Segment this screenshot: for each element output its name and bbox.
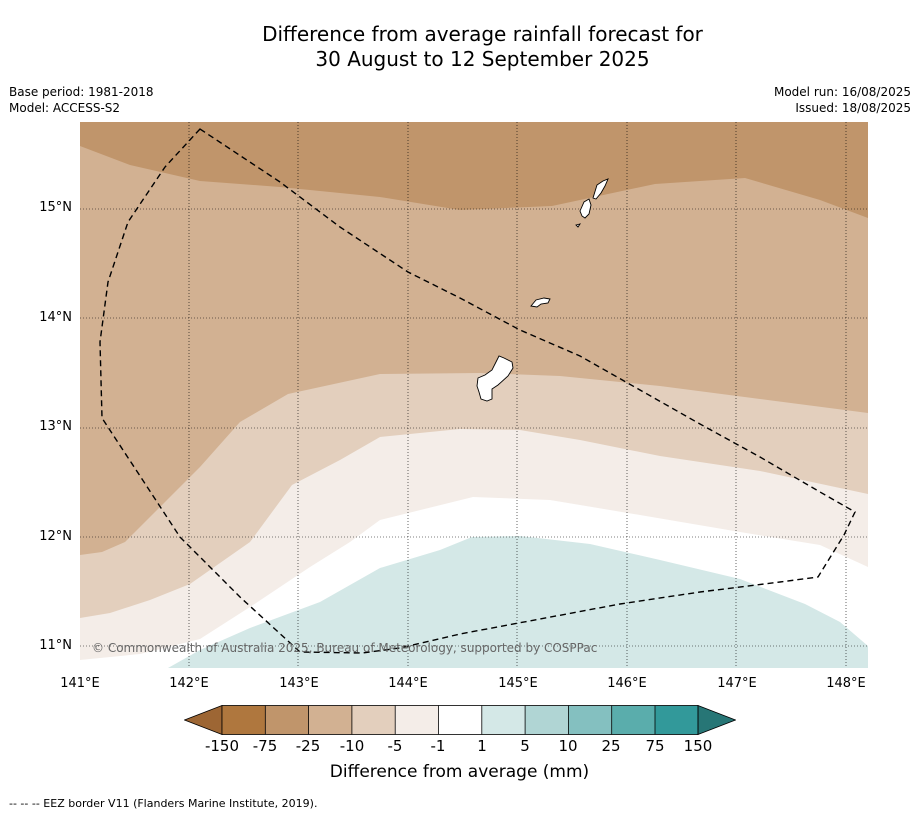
island-aguijan — [575, 223, 582, 228]
eez-border — [99, 128, 856, 654]
title-line-2: 30 August to 12 September 2025 — [315, 47, 650, 71]
lon-label-141e: 141°E — [60, 676, 100, 691]
map-svg — [80, 122, 868, 668]
colorbar-tick: -150 — [204, 737, 240, 755]
lon-label-143e: 143°E — [279, 676, 319, 691]
meta-left: Base period: 1981-2018 Model: ACCESS-S2 — [9, 84, 154, 116]
colorbar-tick: -10 — [339, 737, 365, 755]
rainfall-map: © Commonwealth of Australia 2025, Bureau… — [80, 122, 868, 668]
meta-right: Model run: 16/08/2025 Issued: 18/08/2025 — [774, 84, 911, 116]
colorbar-tick: -25 — [295, 737, 321, 755]
lat-label-13n: 13°N — [39, 419, 72, 434]
colorbar-segment-9 — [568, 705, 612, 735]
islands — [476, 178, 609, 402]
colorbar — [184, 705, 736, 735]
island-guam — [476, 355, 514, 402]
band-m75 — [80, 122, 868, 218]
colorbar-segment-5 — [395, 705, 439, 735]
island-tinian — [579, 198, 592, 219]
colorbar-tick: -75 — [252, 737, 278, 755]
chart-title: Difference from average rainfall forecas… — [0, 22, 919, 72]
island-saipan — [592, 178, 609, 200]
colorbar-tick: -1 — [430, 737, 446, 755]
title-line-1: Difference from average rainfall forecas… — [262, 22, 703, 46]
colorbar-tick: 10 — [558, 737, 578, 755]
lon-label-144e: 144°E — [388, 676, 428, 691]
colorbar-segment-7 — [481, 705, 526, 735]
base-period: Base period: 1981-2018 — [9, 85, 154, 99]
model-run: Model run: 16/08/2025 — [773, 85, 911, 99]
lat-label-14n: 14°N — [39, 310, 72, 325]
colorbar-tick: 1 — [477, 737, 487, 755]
colorbar-segment-11 — [655, 705, 698, 735]
copyright-notice: © Commonwealth of Australia 2025, Bureau… — [92, 641, 598, 655]
eez-footnote: -- -- -- EEZ border V11 (Flanders Marine… — [9, 797, 318, 810]
colorbar-tick: 150 — [683, 737, 713, 755]
lon-label-147e: 147°E — [717, 676, 757, 691]
issued-date: Issued: 18/08/2025 — [795, 101, 911, 115]
band-p1 — [168, 536, 868, 668]
colorbar-segment-3 — [308, 705, 352, 735]
lat-label-11n: 11°N — [39, 638, 72, 653]
colorbar-tick: -5 — [387, 737, 403, 755]
island-rota — [530, 297, 551, 308]
colorbar-segment-10 — [611, 705, 655, 735]
colorbar-label: Difference from average (mm) — [329, 762, 590, 782]
colorbar-segment-8 — [525, 705, 569, 735]
lon-label-145e: 145°E — [498, 676, 538, 691]
lat-label-12n: 12°N — [39, 529, 72, 544]
colorbar-segment-4 — [351, 705, 396, 735]
colorbar-segment-6 — [438, 705, 482, 735]
lon-label-146e: 146°E — [607, 676, 647, 691]
colorbar-high-arrow — [697, 705, 736, 735]
colorbar-segment-1 — [222, 705, 266, 735]
model-name: Model: ACCESS-S2 — [9, 101, 121, 115]
lon-label-142e: 142°E — [169, 676, 209, 691]
lon-label-148e: 148°E — [826, 676, 866, 691]
lat-label-15n: 15°N — [39, 200, 72, 215]
colorbar-tick: 5 — [520, 737, 530, 755]
colorbar-segment-2 — [265, 705, 309, 735]
colorbar-low-arrow — [184, 705, 223, 735]
graticule — [80, 122, 868, 668]
colorbar-tick: 25 — [601, 737, 621, 755]
colorbar-tick: 75 — [645, 737, 665, 755]
